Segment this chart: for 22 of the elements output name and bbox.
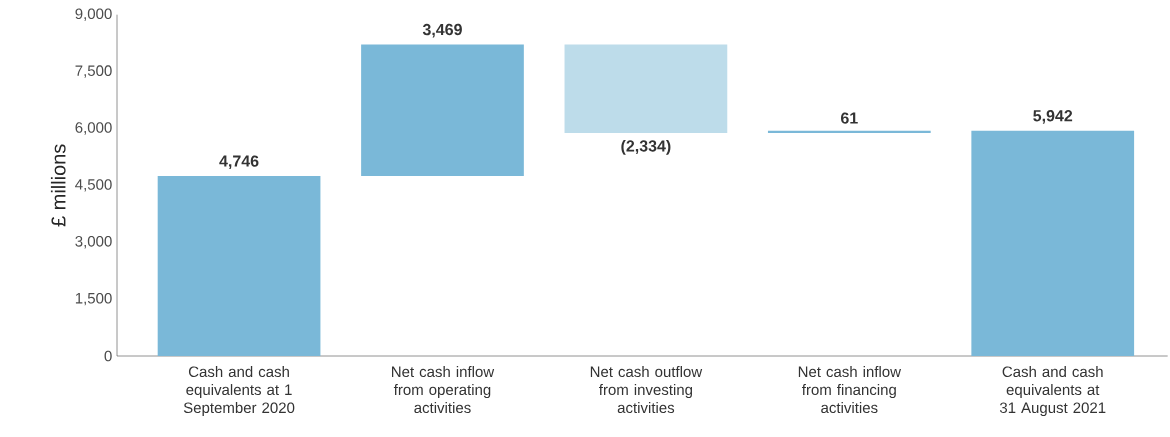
y-tick-label: 0	[104, 350, 112, 362]
y-axis-title: £ millions	[50, 144, 66, 227]
data-label: 61	[841, 112, 858, 124]
data-label: 3,469	[422, 23, 462, 38]
bar	[361, 44, 524, 177]
y-tick-label: 9,000	[75, 8, 112, 21]
y-tick-label: 6,000	[75, 122, 112, 135]
y-tick-label: 3,000	[75, 236, 112, 249]
x-tick-label: Cash and cash equivalents at 31 August 2021	[999, 366, 1106, 417]
data-label: 5,942	[1033, 110, 1073, 124]
x-tick-label: Net cash outflow from investing activities	[590, 366, 703, 414]
data-label: (2,334)	[621, 139, 671, 155]
x-tick-label: Cash and cash equivalents at 1 September 2020	[183, 366, 295, 417]
bar	[157, 176, 321, 356]
y-tick-label: 7,500	[75, 65, 112, 78]
y-tick-label: 4,500	[75, 179, 112, 192]
x-tick-label: Net cash inflow from financing activities	[798, 366, 902, 414]
bar	[971, 130, 1135, 356]
y-tick-label: 1,500	[75, 292, 112, 306]
x-tick-label: Net cash inflow from operating activities	[392, 366, 495, 414]
bar	[564, 44, 728, 133]
data-label: 4,746	[219, 155, 259, 170]
